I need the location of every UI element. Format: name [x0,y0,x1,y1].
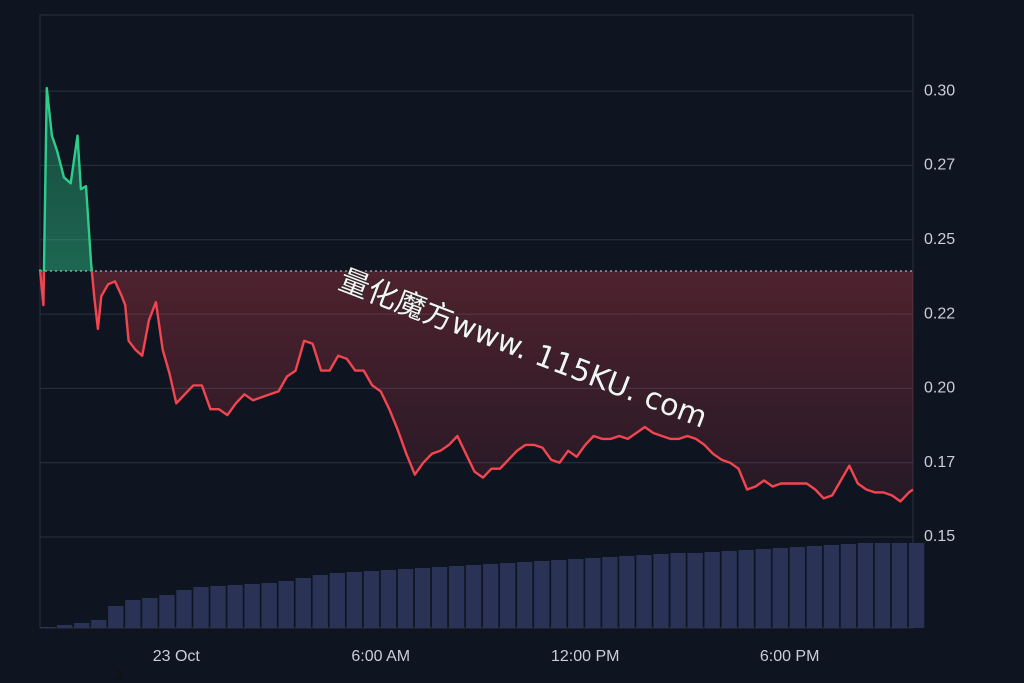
volume-bar [380,570,397,628]
volume-bar [261,583,277,628]
plot: 0.30 0.27 0.25 0.22 0.20 0.17 0.15 23 Oct 6:00 A… [38,14,955,665]
volume-bar [687,553,703,628]
volume-bar [329,573,345,628]
volume-bar [789,547,805,628]
volume-bar [448,566,465,628]
volume-bar [125,600,141,628]
volume-bar [346,572,363,628]
volume-bar [414,568,431,628]
y-tick-label: 0.22 [924,305,955,322]
volume-bar [755,549,771,628]
volume-bar [636,555,652,628]
y-tick-label: 0.25 [924,231,955,248]
volume-bar [602,557,618,628]
volume-bar [482,564,499,628]
volume-bar [91,620,107,628]
volume-bar [891,543,908,628]
volume-bar [551,560,567,628]
volume-bar [193,587,209,628]
volume-bar [500,563,516,628]
volume-bar [857,543,874,628]
y-tick-label: 0.30 [924,82,955,99]
volume-bar [874,543,891,628]
price-line [38,86,914,503]
volume-bar [908,543,925,628]
volume-bar [534,561,550,628]
footnote: 2 [115,667,123,683]
y-tick-label: 0.20 [924,380,955,397]
y-tick-label: 0.15 [924,528,955,545]
volume-bar [465,565,482,628]
volume-bar [74,623,90,628]
volume-bar [517,562,533,628]
volume-bar [721,551,737,628]
x-tick-label: 12:00 PM [551,648,619,665]
volume-bar [278,581,294,628]
volume-bar [227,585,243,628]
volume-bar [176,590,192,628]
x-tick-label: 6:00 AM [351,648,410,665]
volume-bar [840,544,857,628]
volume-bar [619,556,635,628]
volume-bar [397,569,414,628]
volume-bar [244,584,260,628]
volume-bar [363,571,380,628]
volume-bar [585,558,601,628]
volume-bar [738,550,754,628]
volume-bar [312,575,328,628]
volume-bar [295,578,311,628]
y-tick-label: 0.27 [924,157,955,174]
volume-bar [431,567,448,628]
volume-bar [653,554,669,628]
volume-bar [670,553,686,628]
volume-bar [704,552,720,628]
volume-bar [772,548,788,628]
y-tick-label: 0.17 [924,454,955,471]
volume-bar [142,598,158,628]
volume-bar [823,545,840,628]
volume-bar [159,595,175,628]
volume-bar [568,559,584,628]
volume-bar [108,606,124,628]
volume-bar [57,625,73,628]
volume-bar [210,586,226,628]
volume-bar [40,627,56,628]
volume-bar [806,546,823,628]
x-tick-label: 23 Oct [153,648,201,665]
price-area [40,88,913,502]
x-tick-label: 6:00 PM [760,648,820,665]
